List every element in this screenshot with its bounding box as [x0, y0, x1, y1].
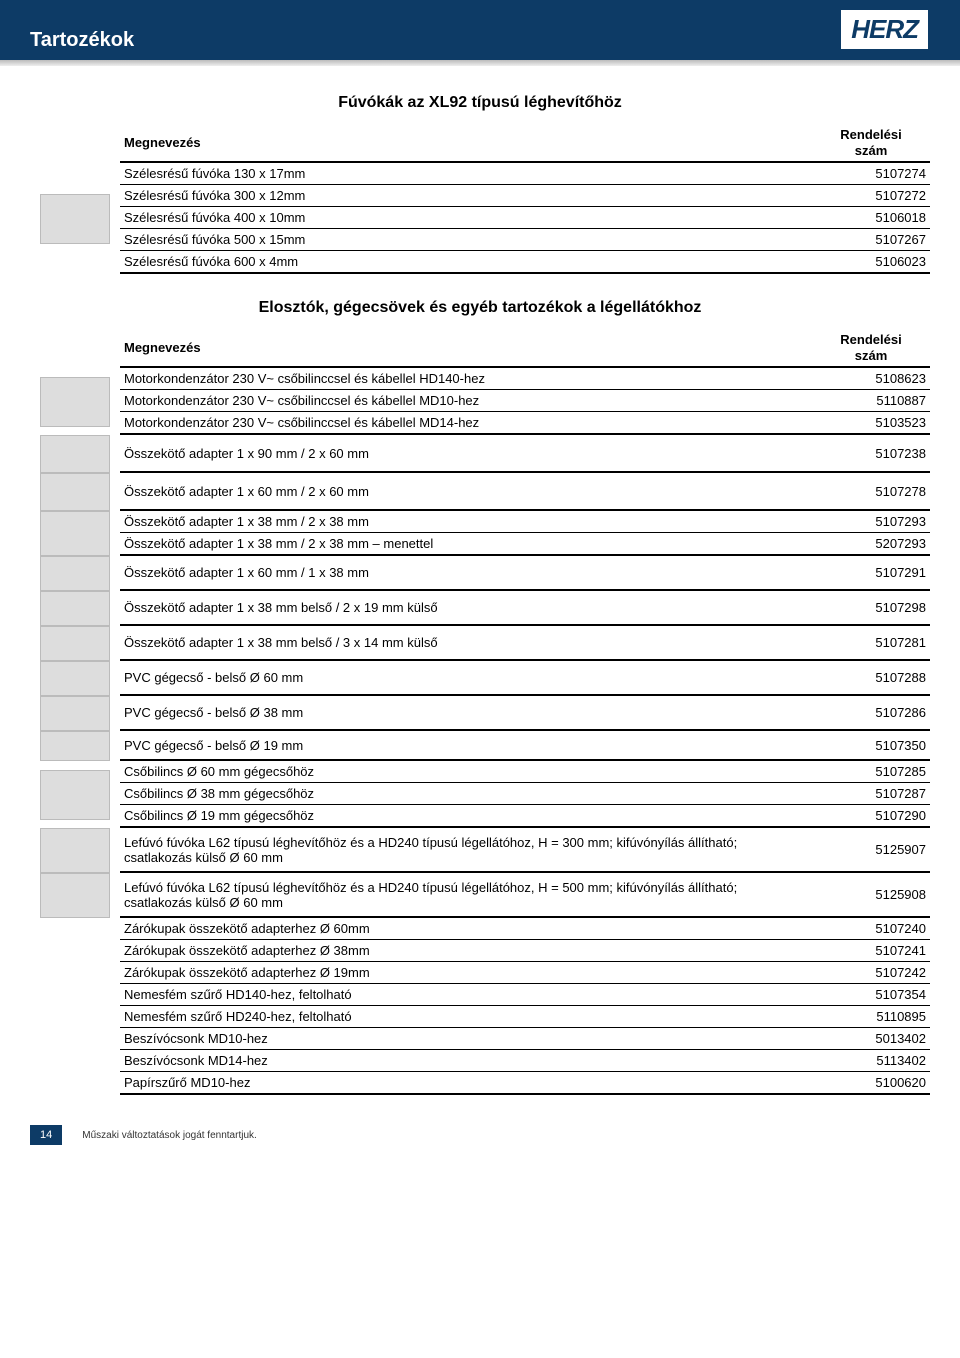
- product-image: [40, 828, 110, 873]
- section2-title: Elosztók, gégecsövek és egyéb tartozékok…: [30, 299, 930, 317]
- col-code-header: Rendelésiszám: [816, 332, 926, 363]
- content-area: Fúvókák az XL92 típusú léghevítőhöz Megn…: [0, 66, 960, 1105]
- col-code-header: Rendelésiszám: [816, 127, 926, 158]
- group-row: Lefúvó fúvóka L62 típusú léghevítőhöz és…: [30, 828, 930, 873]
- logo: HERZ: [839, 8, 930, 51]
- product-image: [40, 194, 110, 244]
- product-image: [40, 661, 110, 696]
- product-image: [40, 770, 110, 820]
- product-image: [40, 473, 110, 511]
- table-row: Zárókupak összekötő adapterhez Ø 19mm510…: [120, 962, 930, 984]
- product-image: [40, 591, 110, 626]
- section1-image-row: Szélesrésű fúvóka 130 x 17mm5107274 Szél…: [30, 163, 930, 274]
- product-image: [40, 696, 110, 731]
- product-image: [40, 556, 110, 591]
- table-row: Papírszűrő MD10-hez5100620: [120, 1072, 930, 1095]
- group-row: Összekötő adapter 1 x 38 mm belső / 2 x …: [30, 591, 930, 626]
- table-row: Zárókupak összekötő adapterhez Ø 38mm510…: [120, 940, 930, 962]
- table-row: Motorkondenzátor 230 V~ csőbilinccsel és…: [120, 368, 930, 390]
- table-row: Motorkondenzátor 230 V~ csőbilinccsel és…: [120, 390, 930, 412]
- table-row: Csőbilincs Ø 19 mm gégecsőhöz5107290: [120, 805, 930, 828]
- group-row: Csőbilincs Ø 60 mm gégecsőhöz5107285 Cső…: [30, 761, 930, 828]
- product-image: [40, 435, 110, 473]
- table-row: Beszívócsonk MD14-hez5113402: [120, 1050, 930, 1072]
- col-name-header: Megnevezés: [124, 340, 816, 355]
- group-row: Összekötő adapter 1 x 60 mm / 1 x 38 mm5…: [30, 556, 930, 591]
- col-name-header: Megnevezés: [124, 135, 816, 150]
- section-title: Tartozékok: [30, 29, 134, 52]
- group-row: Zárókupak összekötő adapterhez Ø 60mm510…: [30, 918, 930, 1095]
- group-row: Összekötő adapter 1 x 38 mm / 2 x 38 mm5…: [30, 511, 930, 556]
- group-row: Összekötő adapter 1 x 60 mm / 2 x 60 mm5…: [30, 473, 930, 511]
- page-header: Tartozékok HERZ: [0, 0, 960, 60]
- table-row: Szélesrésű fúvóka 500 x 15mm5107267: [120, 229, 930, 251]
- page-number: 14: [30, 1125, 62, 1145]
- product-image: [40, 731, 110, 761]
- table-row: Nemesfém szűrő HD240-hez, feltolható5110…: [120, 1006, 930, 1028]
- section1-header-row: Megnevezés Rendelésiszám: [30, 124, 930, 163]
- section1-title: Fúvókák az XL92 típusú léghevítőhöz: [30, 94, 930, 112]
- group-row: PVC gégecső - belső Ø 60 mm5107288: [30, 661, 930, 696]
- group-row: Összekötő adapter 1 x 38 mm belső / 3 x …: [30, 626, 930, 661]
- product-image: [40, 873, 110, 918]
- table-row: Szélesrésű fúvóka 130 x 17mm5107274: [120, 163, 930, 185]
- table-row: Összekötő adapter 1 x 38 mm / 2 x 38 mm …: [120, 533, 930, 556]
- group-row: Lefúvó fúvóka L62 típusú léghevítőhöz és…: [30, 873, 930, 918]
- table-row: Csőbilincs Ø 38 mm gégecsőhöz5107287: [120, 783, 930, 805]
- table-row: Összekötő adapter 1 x 38 mm / 2 x 38 mm5…: [120, 511, 930, 533]
- page-footer: 14 Műszaki változtatások jogát fenntartj…: [0, 1105, 960, 1165]
- group-row: PVC gégecső - belső Ø 19 mm5107350: [30, 731, 930, 761]
- table-row: Szélesrésű fúvóka 600 x 4mm5106023: [120, 251, 930, 274]
- table-row: Csőbilincs Ø 60 mm gégecsőhöz5107285: [120, 761, 930, 783]
- product-image: [40, 511, 110, 556]
- logo-text: HERZ: [851, 14, 918, 44]
- table-row: Szélesrésű fúvóka 400 x 10mm5106018: [120, 207, 930, 229]
- table-row: Zárókupak összekötő adapterhez Ø 60mm510…: [120, 918, 930, 940]
- table-row: Beszívócsonk MD10-hez5013402: [120, 1028, 930, 1050]
- table-row: Nemesfém szűrő HD140-hez, feltolható5107…: [120, 984, 930, 1006]
- group-row: Motorkondenzátor 230 V~ csőbilinccsel és…: [30, 368, 930, 435]
- footer-note: Műszaki változtatások jogát fenntartjuk.: [82, 1130, 257, 1141]
- product-image: [40, 377, 110, 427]
- product-image: [40, 626, 110, 661]
- group-row: Összekötő adapter 1 x 90 mm / 2 x 60 mm5…: [30, 435, 930, 473]
- table-row: Motorkondenzátor 230 V~ csőbilinccsel és…: [120, 412, 930, 435]
- table-row: Szélesrésű fúvóka 300 x 12mm5107272: [120, 185, 930, 207]
- section2-header-row: Megnevezés Rendelésiszám: [30, 329, 930, 368]
- group-row: PVC gégecső - belső Ø 38 mm5107286: [30, 696, 930, 731]
